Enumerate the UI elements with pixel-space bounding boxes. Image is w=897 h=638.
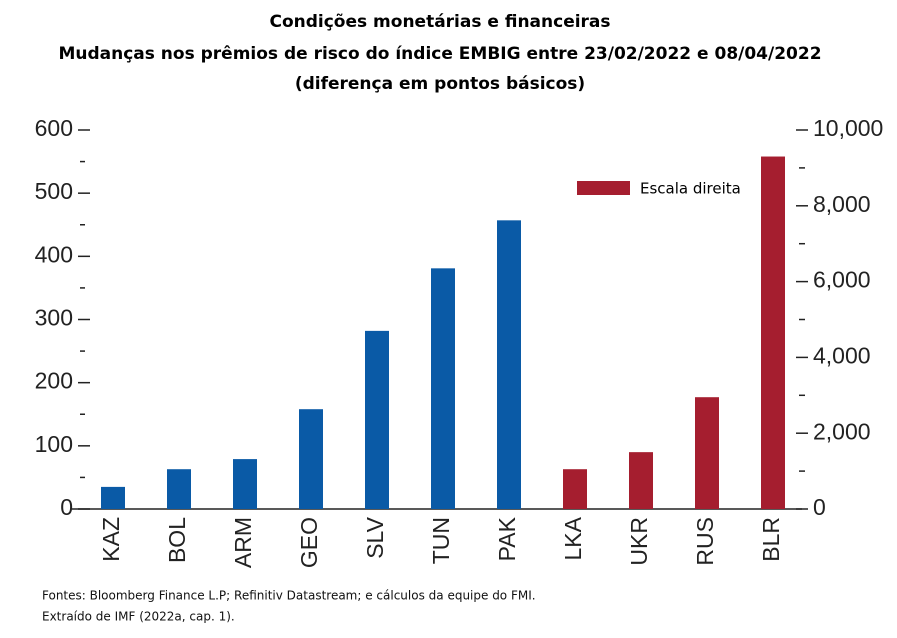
- x-tick-label: BLR: [758, 517, 784, 562]
- y2-tick-label: 4,000: [813, 342, 871, 368]
- x-tick-label: SLV: [362, 516, 388, 558]
- x-tick-label: BOL: [164, 517, 190, 563]
- y-tick-label: 100: [35, 431, 73, 457]
- bar: [761, 156, 785, 509]
- bar: [101, 486, 125, 509]
- y2-tick-label: 0: [813, 494, 826, 520]
- x-tick-label: PAK: [494, 516, 520, 561]
- x-tick-label: TUN: [428, 517, 454, 564]
- y-tick-label: 600: [35, 115, 73, 141]
- bar: [563, 469, 587, 509]
- bar: [431, 268, 455, 509]
- chart-subtitle: (diferença em pontos básicos): [295, 74, 585, 94]
- x-tick-label: GEO: [296, 517, 322, 568]
- x-tick-label: UKR: [626, 517, 652, 566]
- chart-title: Condições monetárias e financeiras: [269, 12, 610, 32]
- source-note: Fontes: Bloomberg Finance L.P; Refinitiv…: [42, 589, 536, 603]
- bar: [299, 409, 323, 509]
- legend-swatch: [577, 181, 630, 195]
- y-tick-label: 200: [35, 368, 73, 394]
- y-tick-label: 500: [35, 178, 73, 204]
- y-tick-label: 0: [60, 494, 73, 520]
- y2-tick-label: 6,000: [813, 267, 871, 293]
- chart-subtitle: Mudanças nos prêmios de risco do índice …: [58, 44, 821, 64]
- y2-tick-label: 8,000: [813, 191, 871, 217]
- bar: [365, 330, 389, 509]
- y2-tick-label: 10,000: [813, 115, 883, 141]
- bar: [233, 459, 257, 509]
- source-note: Extraído de IMF (2022a, cap. 1).: [42, 610, 235, 624]
- y-tick-label: 300: [35, 305, 73, 331]
- y-tick-label: 400: [35, 241, 73, 267]
- bar: [497, 220, 521, 509]
- bar: [629, 452, 653, 509]
- bar: [167, 469, 191, 509]
- x-tick-label: ARM: [230, 517, 256, 568]
- bar: [695, 397, 719, 509]
- x-tick-label: RUS: [692, 517, 718, 566]
- legend-label: Escala direita: [640, 180, 741, 198]
- x-tick-label: LKA: [560, 516, 586, 560]
- y2-tick-label: 2,000: [813, 418, 871, 444]
- x-tick-label: KAZ: [98, 517, 124, 562]
